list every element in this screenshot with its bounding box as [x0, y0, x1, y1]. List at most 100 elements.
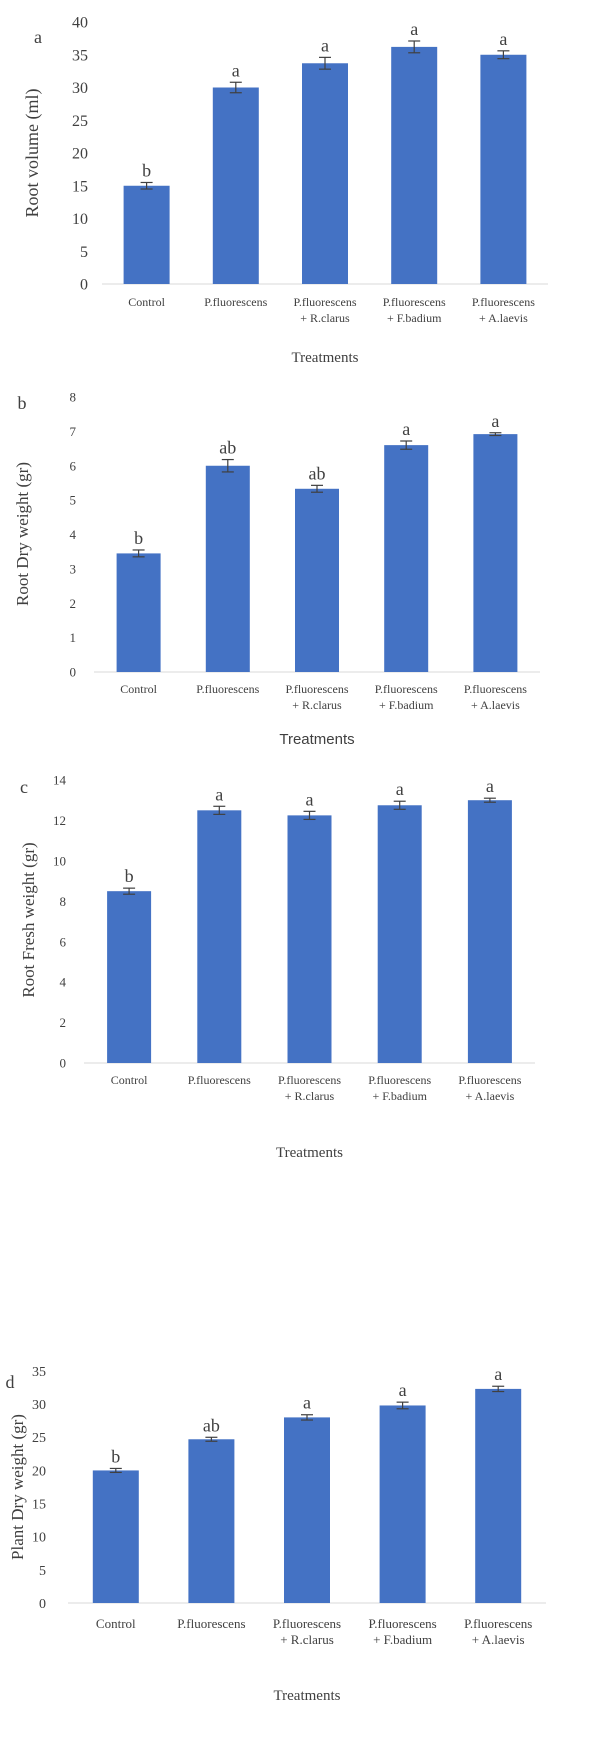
bar: [116, 553, 161, 672]
y-tick-label: 6: [60, 934, 67, 949]
bar: [284, 1417, 330, 1603]
category-label: P.fluorescens + R.clarus: [273, 1616, 341, 1647]
chart-panel-a: a Root volume (ml) 0 5 10 15 20 25 30 35 40 b Contro…: [22, 15, 548, 366]
significance-letter: a: [486, 776, 494, 796]
x-axis-label: Treatments: [276, 1145, 343, 1161]
significance-letter: a: [399, 1380, 407, 1400]
chart-panel-c: c Root Fresh weight (gr) 0 2 4 6 8 10 12 14 b Contr…: [19, 773, 535, 1161]
bar: [377, 805, 422, 1063]
y-tick-label: 8: [60, 894, 67, 909]
category-label: P.fluorescens: [204, 295, 267, 309]
error-bar: [303, 810, 316, 821]
error-bar: [492, 1385, 505, 1393]
significance-letter: a: [402, 419, 410, 439]
y-tick-label: 10: [72, 211, 88, 228]
y-axis-label: Root volume (ml): [22, 89, 43, 218]
bar: [205, 465, 250, 672]
category-label: Control: [111, 1073, 148, 1087]
error-bar: [483, 797, 496, 803]
y-tick-label: 2: [70, 596, 77, 611]
panel-letter: c: [20, 777, 28, 797]
x-axis-label: Treatments: [274, 1688, 341, 1704]
category-label: P.fluorescens + F.badium: [375, 682, 438, 712]
y-tick-label: 4: [70, 527, 77, 542]
significance-letter: a: [410, 19, 418, 39]
y-tick-label: 35: [32, 1365, 46, 1380]
error-bar: [393, 800, 406, 810]
bar: [212, 87, 259, 284]
significance-letter: ab: [219, 438, 236, 458]
category-label: P.fluorescens + F.badium: [368, 1616, 436, 1647]
y-tick-label: 0: [80, 277, 88, 294]
category-label: P.fluorescens + A.laevis: [464, 1616, 532, 1647]
y-tick-label: 10: [32, 1531, 46, 1546]
y-tick-label: 20: [32, 1464, 46, 1479]
error-bar: [229, 81, 242, 94]
y-tick-label: 0: [60, 1056, 67, 1071]
significance-letter: a: [303, 1393, 311, 1413]
category-label: P.fluorescens + A.laevis: [464, 682, 527, 712]
bar: [480, 54, 527, 284]
bar: [475, 1388, 522, 1603]
y-tick-label: 12: [53, 813, 66, 828]
significance-letter: b: [111, 1446, 120, 1466]
category-label: P.fluorescens + R.clarus: [278, 1073, 341, 1103]
category-label: P.fluorescens + F.badium: [383, 295, 446, 325]
y-tick-label: 5: [80, 244, 88, 261]
y-tick-label: 6: [70, 458, 77, 473]
chart-panel-b: b Root Dry weight (gr) 0 1 2 3 4 5 6 7 8 b Control ab…: [13, 390, 540, 748]
category-label: Control: [96, 1616, 136, 1631]
y-tick-label: 0: [70, 665, 77, 680]
significance-letter: a: [491, 411, 499, 431]
bar: [302, 63, 348, 284]
error-bar: [140, 181, 153, 190]
significance-letter: a: [215, 784, 223, 804]
error-bar: [221, 458, 234, 473]
y-tick-label: 14: [53, 773, 67, 788]
panel-letter: d: [6, 1372, 15, 1392]
error-bar: [311, 484, 323, 493]
significance-letter: a: [321, 35, 329, 55]
category-label: Control: [120, 682, 157, 696]
y-tick-label: 5: [70, 493, 77, 508]
category-label: P.fluorescens: [188, 1073, 251, 1087]
error-bar: [319, 56, 331, 70]
y-tick-label: 10: [53, 853, 66, 868]
y-tick-label: 25: [32, 1431, 46, 1446]
category-label: P.fluorescens + F.badium: [368, 1073, 431, 1103]
category-label: P.fluorescens + A.laevis: [472, 295, 535, 325]
error-bar: [205, 1436, 218, 1442]
bar: [107, 891, 152, 1063]
category-label: P.fluorescens: [196, 682, 259, 696]
error-bar: [132, 549, 145, 558]
significance-letter: b: [134, 528, 143, 548]
y-tick-label: 30: [72, 80, 88, 97]
significance-letter: a: [494, 1364, 502, 1384]
y-tick-label: 25: [72, 113, 88, 130]
significance-letter: a: [396, 779, 404, 799]
y-axis-label: Plant Dry weight (gr): [8, 1414, 27, 1560]
bar: [384, 445, 429, 672]
significance-letter: ab: [203, 1415, 220, 1435]
error-bar: [408, 40, 421, 54]
panel-letter: b: [18, 393, 27, 413]
y-tick-label: 35: [72, 47, 88, 64]
category-label: P.fluorescens + R.clarus: [286, 682, 349, 712]
error-bar: [489, 432, 502, 437]
category-label: Control: [128, 295, 165, 309]
x-axis-label: Treatments: [292, 350, 359, 366]
bar: [295, 488, 339, 672]
category-label: P.fluorescens: [177, 1616, 245, 1631]
y-axis-label: Root Dry weight (gr): [13, 462, 32, 606]
y-tick-label: 3: [70, 561, 77, 576]
bar: [467, 800, 512, 1063]
y-tick-label: 4: [60, 975, 67, 990]
bar: [287, 815, 332, 1063]
error-bar: [123, 887, 136, 895]
significance-letter: a: [499, 29, 507, 49]
y-tick-label: 7: [70, 424, 77, 439]
bar: [92, 1470, 139, 1603]
bar: [188, 1439, 235, 1603]
bar: [379, 1405, 426, 1603]
error-bar: [396, 1401, 409, 1410]
